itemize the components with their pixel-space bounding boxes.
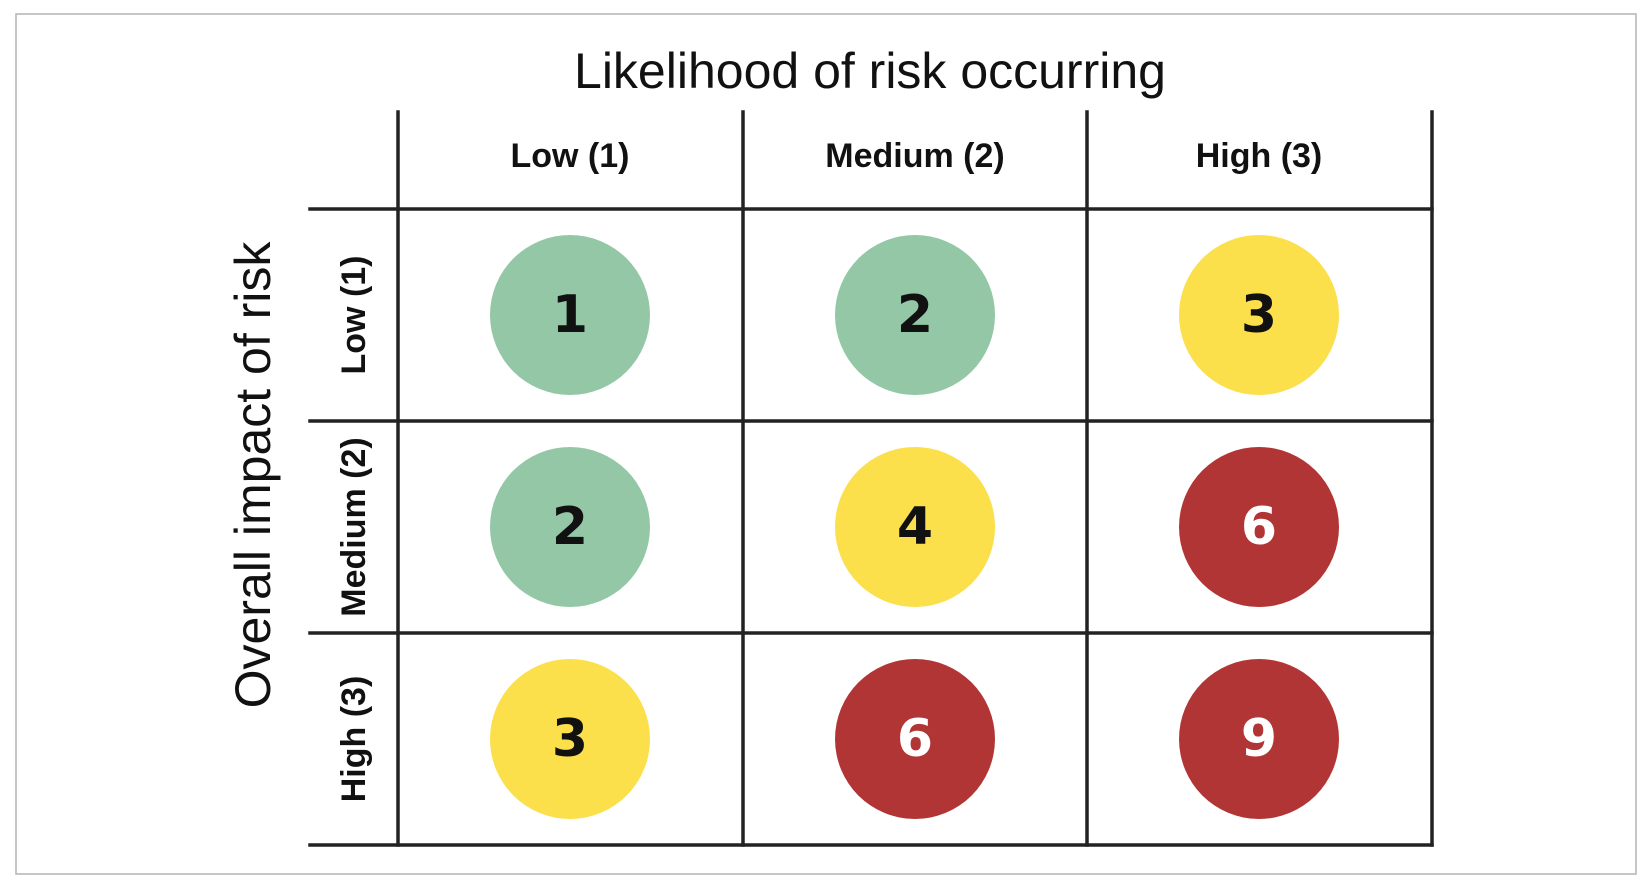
x-axis-title: Likelihood of risk occurring (574, 43, 1166, 99)
cell-medium-low: 2 (490, 447, 650, 607)
cell-low-low: 1 (490, 235, 650, 395)
cell-high-medium: 6 (835, 659, 995, 819)
cell-low-high: 3 (1179, 235, 1339, 395)
score-circle (835, 447, 995, 607)
score-label: 3 (1241, 285, 1277, 345)
cell-low-medium: 2 (835, 235, 995, 395)
score-circle (1179, 235, 1339, 395)
score-circle (835, 659, 995, 819)
column-header-high: High (3) (1196, 137, 1323, 175)
column-header-medium: Medium (2) (825, 137, 1004, 175)
score-label: 6 (897, 709, 933, 769)
cell-high-high: 9 (1179, 659, 1339, 819)
score-label: 1 (552, 285, 588, 345)
cell-high-low: 3 (490, 659, 650, 819)
score-label: 6 (1241, 497, 1277, 557)
cell-medium-medium: 4 (835, 447, 995, 607)
score-label: 2 (552, 497, 588, 557)
score-circle (1179, 659, 1339, 819)
score-label: 2 (897, 285, 933, 345)
cell-medium-high: 6 (1179, 447, 1339, 607)
column-header-low: Low (1) (511, 137, 630, 175)
y-axis-title: Overall impact of risk (225, 241, 281, 709)
score-circle (1179, 447, 1339, 607)
score-circle (490, 235, 650, 395)
score-label: 3 (552, 709, 588, 769)
score-label: 4 (897, 497, 933, 557)
matrix-grid (308, 110, 1434, 847)
row-header-medium: Medium (2) (335, 437, 373, 616)
score-circle (835, 235, 995, 395)
score-label: 9 (1241, 709, 1277, 769)
figure-frame (15, 13, 1637, 875)
score-circle (490, 447, 650, 607)
row-header-low: Low (1) (335, 256, 373, 375)
row-header-high: High (3) (335, 676, 373, 803)
score-circle (490, 659, 650, 819)
